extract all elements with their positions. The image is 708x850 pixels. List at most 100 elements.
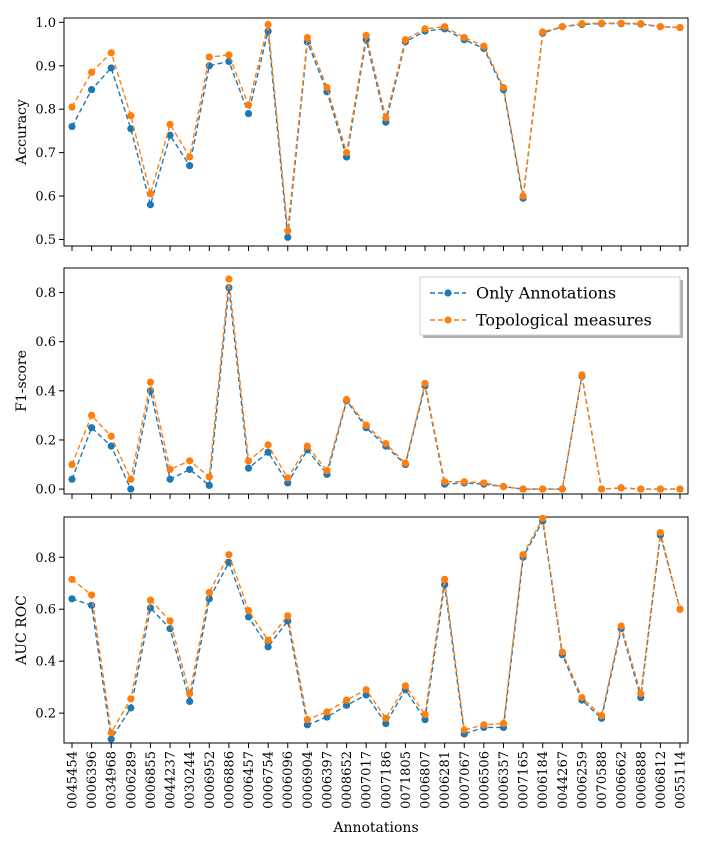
data-point [146,201,155,209]
legend-box [419,276,681,336]
x-tick-label: 0006397 [320,751,335,809]
data-point [519,192,527,200]
panel-2: 0.0 0.2 0.4 0.6 0.8 F1-score [14,267,689,499]
data-point [68,595,76,603]
y-tick-label: 0.8 [35,103,56,118]
data-point [578,371,586,379]
series-line [71,22,681,238]
data-point [88,411,96,419]
data-point [68,460,76,469]
x-tick-label: 0006754 [262,751,277,809]
y-tick-label: 0.8 [35,551,56,566]
data-point [127,485,135,493]
data-point [166,475,174,483]
data-point [421,710,429,719]
data-point [441,23,449,31]
y-tick-label: 0.6 [35,603,56,618]
y-tick-label: 0.9 [35,59,56,74]
data-point [578,693,586,702]
data-point [499,483,508,491]
data-point [186,465,194,474]
data-point [597,712,606,720]
data-point [637,485,645,493]
data-point [421,25,429,33]
data-point [127,475,135,483]
data-point [186,153,194,161]
data-point [362,421,370,429]
data-point [264,441,272,449]
data-point [127,704,135,712]
series-line [71,22,681,231]
data-point [323,467,331,475]
data-point [88,591,96,599]
x-tick-label: 0006812 [654,751,669,809]
data-point [166,131,174,139]
data-point [480,479,488,487]
x-tick-label: 0006888 [634,751,649,809]
x-tick-label: 0071805 [399,751,414,809]
data-point [166,617,174,625]
data-point [68,122,76,131]
data-point [382,719,390,728]
data-point [205,481,213,490]
x-tick-label: 0007017 [360,751,375,809]
data-point [166,465,174,474]
data-point [146,604,155,612]
x-tick-label: 0044267 [556,751,571,809]
data-point [519,485,527,493]
y-tick-label: 0.2 [35,707,56,722]
data-point [480,721,488,729]
data-point [88,68,96,76]
data-point [637,690,645,698]
x-tick-label: 0006506 [477,751,492,809]
data-point [362,31,370,39]
data-point [264,636,272,644]
data-point [382,440,390,448]
y-tick-label: 0.6 [35,335,56,350]
data-point [264,643,272,651]
data-point [519,551,527,559]
y-tick-label: 0.4 [35,655,56,670]
data-point [205,53,213,61]
data-point [225,51,233,59]
y-tick-label: 0.8 [35,286,56,301]
data-point [323,708,331,716]
data-point [186,697,194,706]
data-point [88,601,96,609]
data-point [107,432,115,440]
x-tick-label: 0006096 [281,751,296,809]
x-tick-label: 0008652 [340,751,355,809]
data-point [558,648,566,656]
data-point [166,120,174,128]
plot-frame [63,17,689,247]
data-point [421,716,429,724]
data-point [441,478,449,486]
data-point [401,36,410,44]
y-axis-label: F1-score [14,350,30,412]
data-point [499,719,508,728]
y-tick-label: 0.7 [35,146,56,161]
data-point [88,86,96,94]
data-point [186,457,194,465]
data-point [205,595,213,603]
data-point [284,474,292,482]
x-tick-label: 0044237 [164,751,179,809]
data-point [637,20,645,28]
data-point [656,528,664,537]
data-point [205,588,213,596]
data-point [362,686,370,694]
y-axis-label: AUC ROC [14,595,30,666]
y-tick-label: 0.2 [35,433,56,448]
data-point [617,622,625,630]
data-point [68,475,76,483]
data-point [539,514,547,522]
x-tick-label: 0007186 [379,751,394,809]
data-point [558,23,566,31]
data-point [107,442,115,450]
data-point [264,448,272,456]
y-tick-label: 0.5 [35,233,56,248]
x-tick-label: 0006259 [575,751,590,809]
data-point [225,551,233,559]
data-point [303,33,311,42]
data-point [68,103,76,111]
